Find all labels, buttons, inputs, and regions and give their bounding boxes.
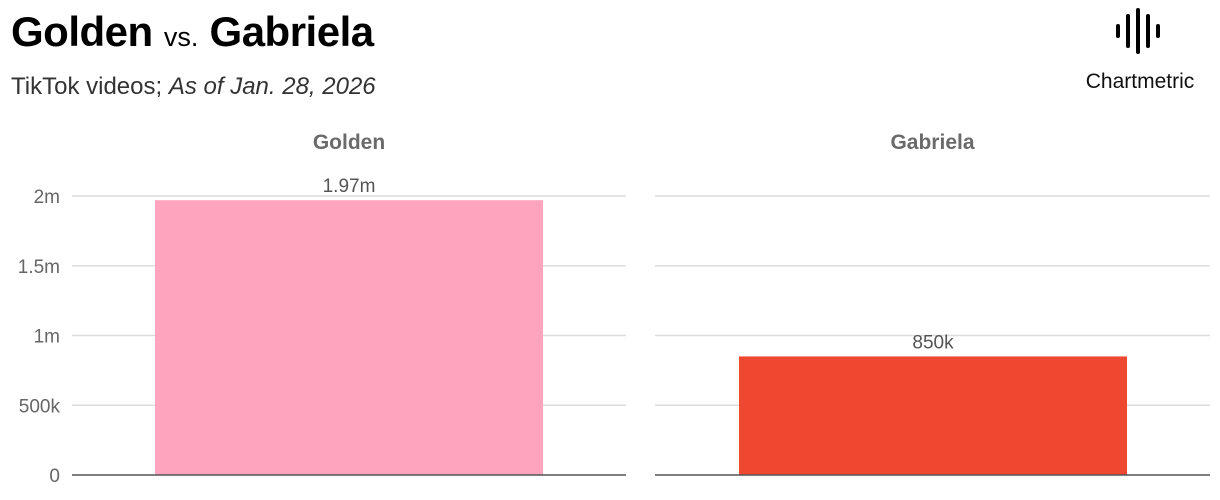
chart-title: Golden vs. Gabriela	[11, 8, 374, 56]
y-tick-label: 1m	[34, 327, 60, 348]
title-vs: vs.	[163, 22, 199, 52]
logo-text: Chartmetric	[1085, 70, 1195, 93]
y-tick-label: 2m	[34, 187, 60, 208]
facet-title: Gabriela	[890, 131, 974, 154]
y-tick-label: 0	[49, 466, 60, 487]
title-right: Gabriela	[209, 8, 375, 55]
facet-title: Golden	[313, 131, 385, 154]
chartmetric-logo: Chartmetric	[1070, 8, 1210, 98]
title-left: Golden	[11, 8, 153, 55]
subtitle-date: As of Jan. 28, 2026	[168, 73, 376, 100]
bar	[739, 356, 1127, 475]
subtitle-text: TikTok videos;	[11, 73, 163, 100]
bar	[155, 200, 543, 475]
y-tick-label: 500k	[19, 396, 61, 417]
chart-subtitle: TikTok videos; As of Jan. 28, 2026	[11, 73, 376, 101]
y-tick-label: 1.5m	[18, 257, 60, 278]
bar-value-label: 1.97m	[323, 176, 376, 197]
chartmetric-waveform-icon	[1116, 8, 1160, 54]
bar-value-label: 850k	[912, 332, 954, 353]
